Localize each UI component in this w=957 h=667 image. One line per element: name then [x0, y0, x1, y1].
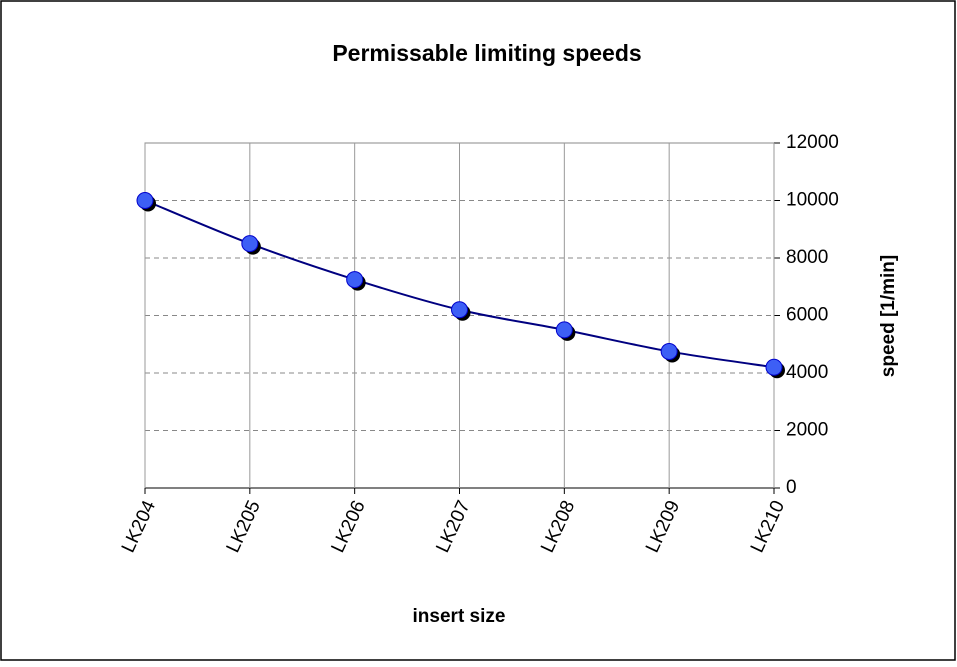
marker — [346, 271, 364, 289]
y-tick-label: 12000 — [786, 132, 839, 153]
marker — [555, 321, 573, 339]
y-tick-label: 0 — [786, 477, 797, 498]
marker — [660, 342, 678, 360]
marker — [451, 301, 468, 319]
marker — [241, 235, 259, 253]
x-axis-label: insert size — [413, 606, 506, 627]
y-axis-label: speed [1/min] — [878, 255, 899, 377]
y-tick-label: 4000 — [786, 362, 828, 383]
marker — [136, 192, 154, 209]
chart-title: Permissable limiting speeds — [332, 40, 641, 66]
y-tick-label: 10000 — [786, 190, 839, 211]
y-tick-label: 6000 — [786, 305, 828, 326]
y-tick-label: 8000 — [786, 247, 828, 268]
y-tick-label: 2000 — [786, 420, 828, 441]
marker — [765, 358, 783, 376]
